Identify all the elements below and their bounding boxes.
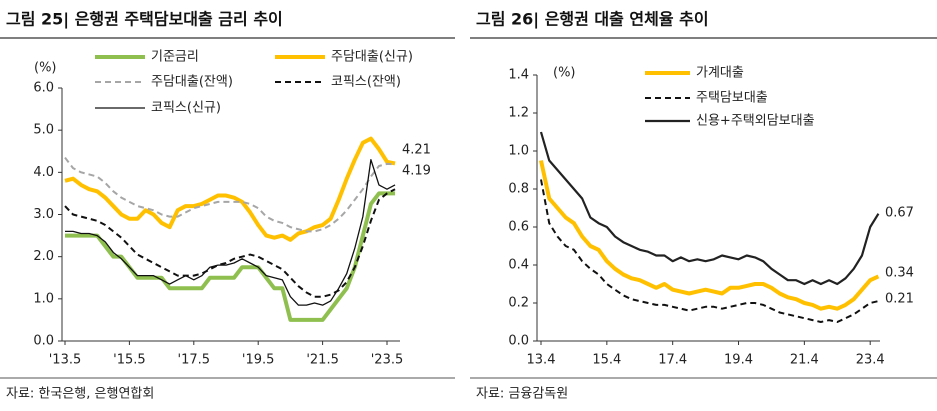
x-tick-label: 23.4 [856,353,885,368]
y-tick-label: 4.0 [33,165,54,180]
legend-label: 코픽스(신규) [151,101,221,116]
x-tick-label: 13.4 [527,353,556,368]
y-tick-label: 6.0 [33,81,54,96]
y-unit: (%) [553,66,576,81]
legend-label: 주담대출(잔액) [151,75,233,90]
y-tick-label: 0.6 [508,220,529,235]
series-line [540,179,879,323]
annotation: 0.67 [885,206,914,221]
x-tick-label: '21.5 [306,353,339,368]
y-unit: (%) [34,61,57,76]
chart-title: 그림 25| 은행권 주택담보대출 금리 추이 [6,10,283,30]
series-line [64,188,396,298]
series-line [65,191,396,322]
y-tick-label: 0.2 [508,296,529,311]
x-tick-label: 17.4 [658,353,687,368]
y-tick-label: 0.8 [508,182,529,197]
y-tick-label: 0.0 [33,334,54,349]
legend-label: 기준금리 [151,50,199,65]
y-tick-label: 3.0 [33,207,54,222]
y-tick-label: 0.0 [508,334,529,349]
x-tick-label: '13.5 [49,353,82,368]
y-tick-label: 1.0 [508,144,529,159]
legend-label: 주택담보대출 [696,91,768,106]
legend-label: 코픽스(잔액) [331,75,401,90]
source: 자료: 금융감독원 [476,387,568,402]
x-tick-label: 21.4 [790,353,819,368]
annotation: 0.34 [885,266,914,281]
x-tick-label: 15.4 [592,353,621,368]
series-line [539,160,880,311]
x-tick-label: 19.4 [724,353,753,368]
chart-title: 그림 26| 은행권 대출 연체율 추이 [476,10,709,30]
series-line [64,136,396,242]
series-line [65,159,396,306]
legend-label: 주담대출(신규) [331,50,413,65]
source: 자료: 한국은행, 은행연합회 [6,386,154,402]
legend-label: 신용+주택외담보대출 [696,114,815,129]
y-tick-label: 1.4 [508,68,529,83]
x-tick-label: '15.5 [113,353,146,368]
y-tick-label: 5.0 [33,123,54,138]
x-tick-label: '23.5 [371,353,404,368]
annotation: 0.21 [885,292,914,307]
legend-label: 가계대출 [696,66,744,81]
x-tick-label: '19.5 [242,353,275,368]
y-tick-label: 1.0 [33,291,54,306]
series-line [539,131,880,286]
series-line [64,156,396,233]
y-tick-label: 2.0 [33,249,54,264]
x-tick-label: '17.5 [178,353,211,368]
y-tick-label: 1.2 [508,106,529,121]
y-tick-label: 0.4 [508,258,529,273]
annotation: 4.21 [402,143,431,158]
annotation: 4.19 [402,164,431,179]
